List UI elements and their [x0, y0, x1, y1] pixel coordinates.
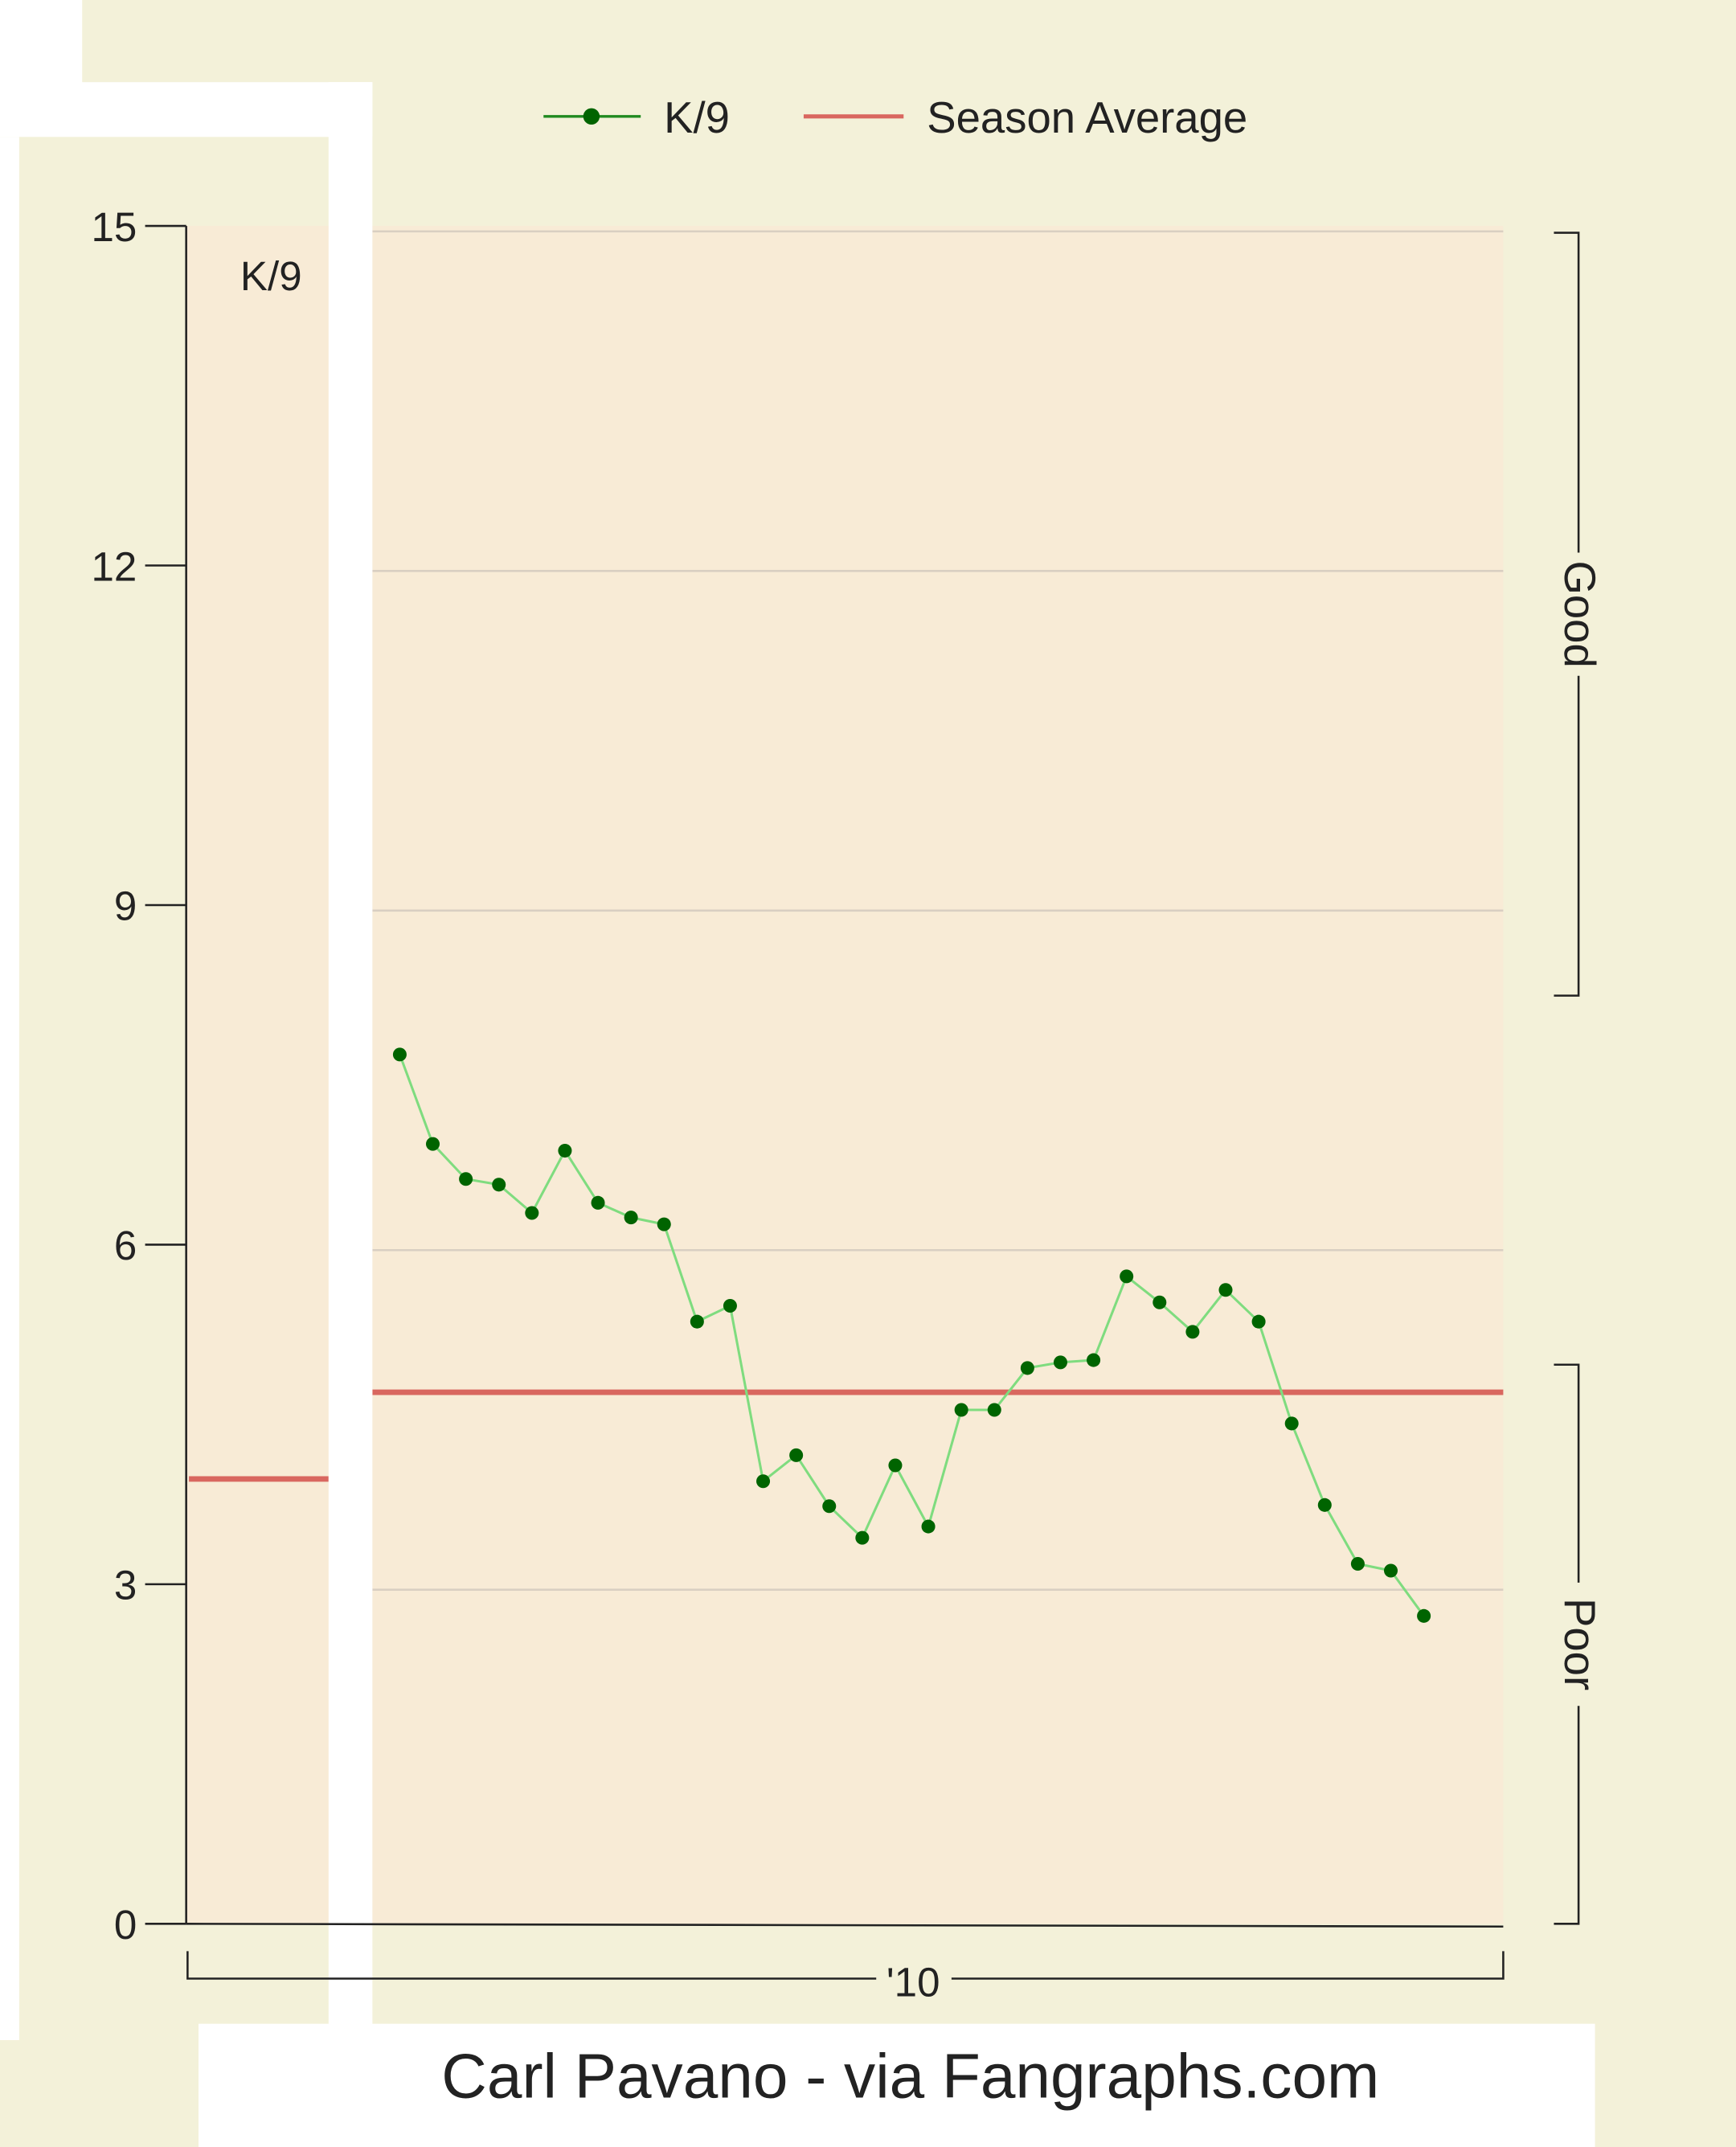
bracket-good	[1554, 231, 1580, 997]
x-season-bracket	[186, 1951, 1505, 1980]
k9-point	[1350, 1557, 1365, 1571]
y-ticks: 0 3 6 9 12 15	[92, 204, 186, 1948]
white-overlay-top	[0, 82, 373, 137]
caption-box	[199, 2023, 1595, 2147]
k9-point	[1053, 1355, 1067, 1370]
legend: K/9 Season Average	[543, 93, 1247, 142]
y-tick-label: 6	[114, 1223, 137, 1268]
y-tick-label: 3	[114, 1563, 137, 1608]
rating-brackets: Good Poor	[1554, 231, 1604, 1925]
k9-point	[525, 1206, 539, 1220]
k9-point	[624, 1211, 638, 1225]
y-tick-label: 0	[114, 1902, 137, 1948]
k9-point	[558, 1144, 572, 1158]
k9-point	[723, 1298, 737, 1313]
k9-series	[392, 1047, 1431, 1623]
y-axis-inset-label: K/9	[240, 253, 302, 299]
k9-point	[1185, 1325, 1200, 1339]
k9-point	[492, 1178, 506, 1192]
k9-point	[1383, 1563, 1398, 1578]
k9-point	[392, 1047, 407, 1062]
legend-season-average-label: Season Average	[927, 93, 1247, 142]
k9-point	[425, 1137, 440, 1151]
bracket-label-poor: Poor	[1555, 1598, 1604, 1690]
y-tick-label: 15	[92, 204, 137, 250]
k9-point	[1251, 1314, 1266, 1329]
k9-point	[888, 1458, 903, 1473]
k9-point	[756, 1474, 771, 1489]
k9-point	[690, 1314, 704, 1329]
bottom-left-fill	[0, 2040, 199, 2147]
bracket-poor	[1554, 1363, 1580, 1925]
x-axis	[186, 1923, 1504, 1928]
k9-point	[1153, 1295, 1167, 1309]
k9-point	[1120, 1269, 1134, 1284]
legend-k9-label: K/9	[664, 93, 730, 142]
white-overlay-strip	[328, 82, 373, 2147]
k9-point	[921, 1519, 936, 1534]
y-tick-label: 12	[92, 543, 137, 589]
k9-line	[398, 1054, 1425, 1617]
k9-point	[822, 1499, 837, 1514]
white-overlay-corner	[0, 0, 83, 85]
k9-point	[987, 1403, 1001, 1417]
k9-point	[1317, 1498, 1332, 1512]
k9-point	[789, 1448, 804, 1462]
white-overlay-left	[0, 137, 19, 2041]
k9-point	[1417, 1608, 1431, 1623]
x-tick-label: '10	[886, 1960, 940, 2006]
k9-point	[657, 1217, 671, 1231]
plot-area	[186, 226, 1504, 1924]
k9-point	[1087, 1353, 1101, 1367]
legend-k9-marker-icon	[583, 108, 600, 125]
k9-point	[1020, 1361, 1034, 1375]
k9-point	[954, 1403, 968, 1417]
y-tick-label: 9	[114, 883, 137, 929]
k9-point	[591, 1195, 605, 1210]
bracket-label-good: Good	[1555, 560, 1604, 667]
gridlines	[372, 230, 1504, 1591]
k9-point	[855, 1530, 870, 1545]
k9-point	[1218, 1283, 1233, 1297]
k9-point	[1284, 1416, 1299, 1431]
caption: Carl Pavano - via Fangraphs.com	[441, 2041, 1379, 2112]
k9-point	[459, 1172, 473, 1186]
